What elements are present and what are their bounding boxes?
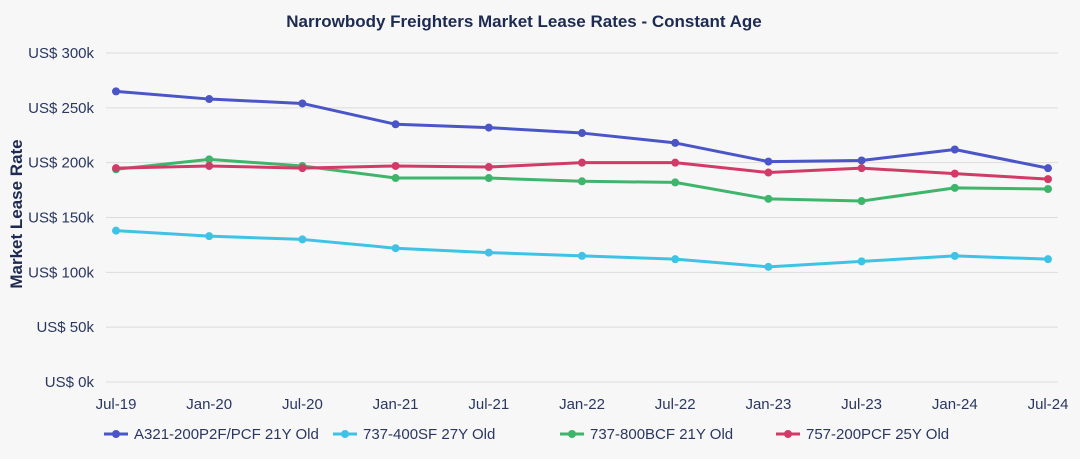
data-point (112, 226, 120, 235)
data-point (112, 87, 120, 96)
data-point (1044, 164, 1052, 173)
y-tick-label: US$ 100k (28, 264, 94, 281)
data-point (298, 164, 307, 173)
data-point (1044, 255, 1052, 264)
data-point (391, 161, 400, 170)
data-point (205, 95, 214, 104)
legend-label: 737-400SF 27Y Old (363, 426, 495, 443)
y-tick-label: US$ 0k (45, 374, 95, 391)
data-point (671, 255, 680, 264)
data-point (764, 262, 773, 271)
data-point (578, 158, 586, 167)
legend-swatch-marker (341, 430, 349, 438)
legend-item: 737-800BCF 21Y Old (560, 426, 733, 443)
x-tick-label: Jul-24 (1028, 396, 1069, 413)
legend-label: A321-200P2F/PCF 21Y Old (134, 426, 319, 443)
x-tick-label: Jan-21 (373, 396, 419, 413)
data-point (578, 177, 586, 186)
x-tick-label: Jul-22 (655, 396, 696, 413)
data-point (764, 168, 773, 177)
x-tick-label: Jan-23 (745, 396, 791, 413)
data-point (484, 123, 493, 132)
data-point (764, 157, 773, 166)
data-point (578, 129, 586, 138)
y-axis-ticks: US$ 0k US$ 50k US$ 100k US$ 150k US$ 200k US$… (28, 45, 94, 391)
data-point (484, 174, 493, 183)
series-3 (112, 158, 1052, 184)
data-point (950, 169, 959, 178)
y-tick-label: US$ 50k (36, 319, 94, 336)
data-point (578, 251, 586, 260)
data-point (1044, 175, 1052, 184)
x-tick-label: Jul-23 (841, 396, 882, 413)
data-point (205, 232, 214, 241)
data-point (205, 155, 214, 164)
legend-item: 737-400SF 27Y Old (333, 426, 495, 443)
data-point (298, 99, 307, 108)
legend-label: 757-200PCF 25Y Old (806, 426, 949, 443)
legend-item: A321-200P2F/PCF 21Y Old (104, 426, 319, 443)
legend-item: 757-200PCF 25Y Old (776, 426, 949, 443)
legend-label: 737-800BCF 21Y Old (590, 426, 733, 443)
x-axis-ticks: Jul-19 Jan-20 Jul-20 Jan-21 Jul-21 Jan-22 Jul-… (96, 396, 1069, 413)
legend: A321-200P2F/PCF 21Y Old 737-400SF 27Y Old… (104, 426, 949, 443)
y-axis-label: Market Lease Rate (7, 139, 26, 288)
data-point (484, 163, 493, 172)
series-group (112, 87, 1052, 271)
legend-swatch-marker (784, 430, 792, 438)
x-tick-label: Jan-20 (186, 396, 232, 413)
series-1 (112, 226, 1052, 271)
data-point (298, 235, 307, 244)
data-point (857, 197, 866, 206)
x-tick-label: Jul-21 (468, 396, 509, 413)
data-point (391, 120, 400, 129)
data-point (950, 183, 959, 192)
data-point (112, 164, 120, 173)
data-point (205, 161, 214, 170)
data-point (950, 145, 959, 154)
y-tick-label: US$ 150k (28, 210, 94, 227)
y-tick-label: US$ 300k (28, 45, 94, 62)
y-tick-label: US$ 250k (28, 100, 94, 117)
data-point (484, 248, 493, 257)
data-point (391, 174, 400, 183)
series-line (115, 229, 1049, 269)
legend-swatch-marker (112, 430, 120, 438)
data-point (671, 178, 680, 187)
data-point (671, 138, 680, 147)
data-point (857, 164, 866, 173)
data-point (391, 244, 400, 253)
data-point (671, 158, 680, 167)
data-point (1044, 184, 1052, 193)
data-point (857, 156, 866, 165)
data-point (764, 194, 773, 203)
x-tick-label: Jul-19 (96, 396, 137, 413)
series-0 (112, 87, 1052, 173)
chart-title: Narrowbody Freighters Market Lease Rates… (286, 12, 762, 31)
x-tick-label: Jul-20 (282, 396, 323, 413)
data-point (857, 257, 866, 266)
x-tick-label: Jan-22 (559, 396, 605, 413)
legend-swatch-marker (568, 430, 576, 438)
x-tick-label: Jan-24 (932, 396, 978, 413)
y-tick-label: US$ 200k (28, 155, 94, 172)
data-point (950, 251, 959, 260)
